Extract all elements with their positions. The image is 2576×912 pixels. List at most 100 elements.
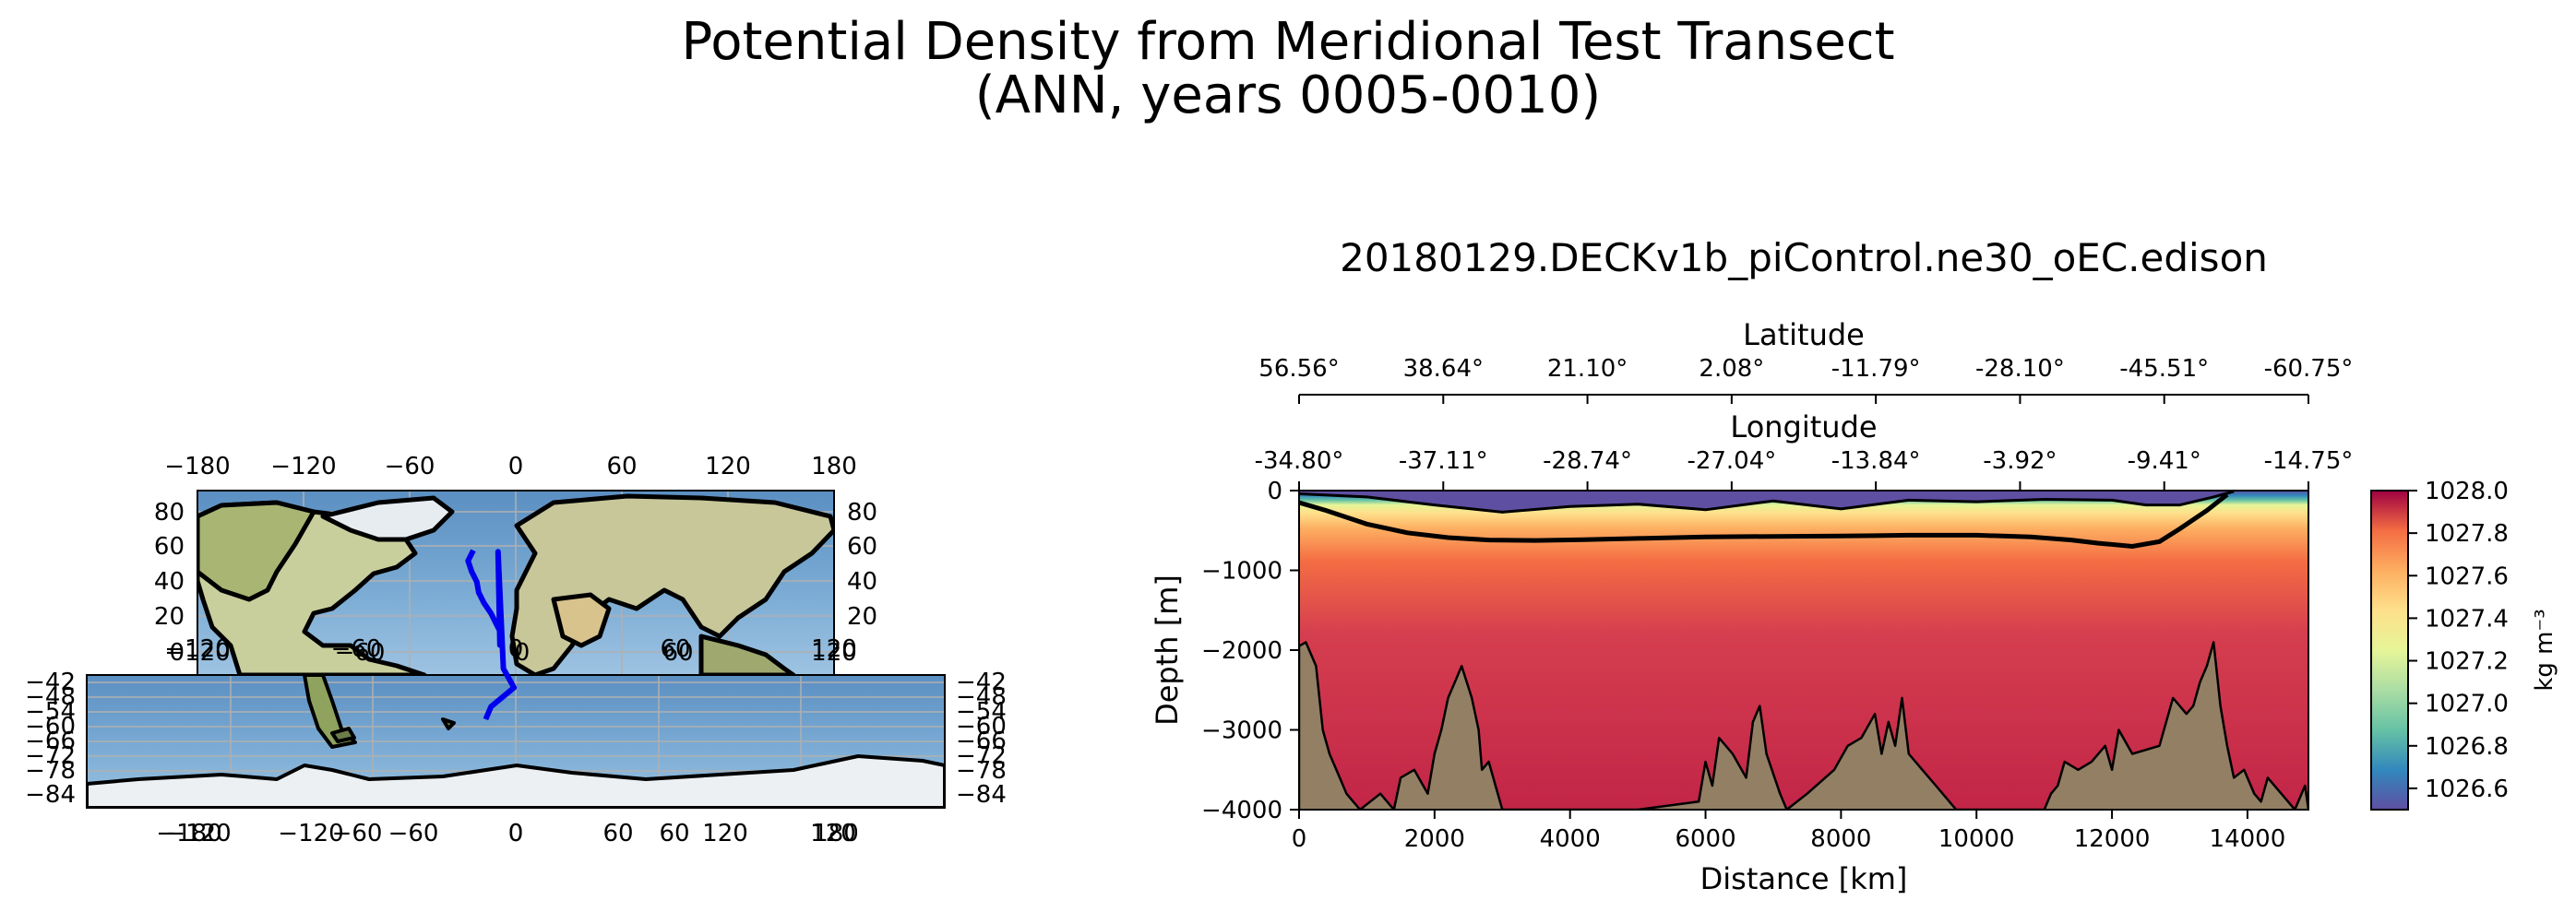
axis-tick-label: -9.41° [2128,447,2201,475]
colorbar-tick-label: 1026.8 [2425,733,2509,761]
upper-map-y-ticks-right: 80 60 40 20 [847,499,877,631]
tick-label: −78 [956,757,1007,785]
tick-label: −78 [25,757,76,785]
tick-label: −48 [25,683,76,711]
y-tick-label: −3000 [1201,717,1282,745]
latitude-axis-ticks: 56.56° 38.64° 21.10° 2.08° -11.79° -28.10° -45… [1258,355,2353,404]
tick-label: −60 [331,635,382,663]
tick-label: 0 [169,639,185,667]
tick-label: 120 [810,820,856,847]
colorbar-tick-label: 1027.0 [2425,691,2509,718]
tick-label: −42 [956,669,1007,696]
longitude-axis-label: Longitude [1730,409,1877,444]
upper-map-y-ticks-left: 80 60 40 20 0 [154,499,185,667]
axis-tick-label: -45.51° [2119,355,2209,383]
lower-map-y-ticks-left: −42 −48 −54 −60 −66 −72 −78 −84 [25,669,76,809]
x-tick-label: 14000 [2210,825,2286,853]
lower-map: −42 −48 −54 −60 −66 −72 −78 −84 −42 −48 … [25,635,1007,847]
tick-label: 0 [515,639,531,667]
colorbar [2370,490,2409,811]
colorbar-tick-label: 1027.2 [2425,648,2509,676]
transect-path-layer [465,549,518,721]
colorbar-tick-label: 1027.8 [2425,520,2509,548]
upper-map-x-ticks-bottom: −120 −60 0 60 120 [164,639,857,667]
density-contour-upper [1299,491,2235,514]
tick-label: 120 [811,639,857,667]
colorbar-tick-label: 1027.6 [2425,563,2509,590]
tick-label: 120 [811,635,857,663]
tick-label: 60 [602,820,633,847]
tick-label: 120 [705,453,751,480]
x-tick-label: 12000 [2074,825,2151,853]
tick-label: −120 [165,820,231,847]
lower-map-land [87,675,945,808]
tick-label: 0 [508,820,524,847]
axis-tick-label: 56.56° [1258,355,1339,383]
tick-label: 0 [508,635,524,663]
distance-axis-ticks: 0 2000 4000 6000 8000 10000 12000 14000 [1292,810,2286,853]
figure-title-line2: (ANN, years 0005-0010) [974,65,1602,125]
tick-label: 40 [847,568,877,596]
y-tick-label: −2000 [1201,637,1282,665]
axis-tick-label: 2.08° [1699,355,1764,383]
lower-map-x-ticks-top: −120 −60 0 60 120 [164,635,857,663]
x-tick-label: 6000 [1675,825,1735,853]
tick-label: −54 [25,698,76,726]
axis-tick-label: 21.10° [1547,355,1628,383]
axis-tick-label: 38.64° [1403,355,1484,383]
upper-map: −180 −120 −60 0 60 120 180 80 60 40 20 0… [154,453,877,676]
x-tick-label: 2000 [1404,825,1465,853]
tick-label: 0 [508,820,524,847]
tick-label: 60 [662,639,693,667]
tick-label: −60 [388,820,439,847]
tick-label: 80 [154,499,185,527]
depth-axis-ticks: 0 −1000 −2000 −3000 −4000 [1201,478,1299,824]
colorbar-label: kg m⁻³ [2531,609,2558,691]
tick-label: −60 [956,713,1007,740]
tick-label: −120 [164,635,230,663]
tick-label: −120 [278,820,343,847]
lower-map-x-ticks-bottom: −180 −120 −60 0 60 120 180 −120 −60 0 60… [156,820,859,847]
tick-label: −60 [385,453,435,480]
tick-label: −54 [956,698,1007,726]
y-tick-label: −4000 [1201,797,1282,824]
colorbar-ticks: 1028.0 1027.8 1027.6 1027.4 1027.2 1027.0 1026… [2408,478,2509,803]
axis-tick-label: -28.10° [1975,355,2065,383]
transect-line [465,549,518,721]
tick-label: −120 [270,453,336,480]
axis-tick-label: -14.75° [2264,447,2354,475]
x-tick-label: 4000 [1540,825,1601,853]
y-tick-label: 0 [1267,478,1282,505]
tick-label: −180 [156,820,221,847]
density-contour-lower [1299,492,2229,550]
tick-label: −48 [956,683,1007,711]
tick-label: 40 [154,568,185,596]
transect-title: 20180129.DECKv1b_piControl.ne30_oEC.edis… [1340,235,2268,280]
tick-label: −42 [25,669,76,696]
longitude-axis-ticks: -34.80° -37.11° -28.74° -27.04° -13.84° -3.92… [1255,447,2354,491]
axis-tick-label: -11.79° [1831,355,1921,383]
upper-map-land [197,493,834,675]
x-tick-label: 8000 [1810,825,1871,853]
tick-label: −72 [956,742,1007,770]
bathymetry [1299,641,2308,810]
tick-label: −60 [335,639,386,667]
tick-label: 60 [154,533,185,561]
figure-title-line1: Potential Density from Meridional Test T… [681,12,1895,72]
lower-map-y-ticks-right: −42 −48 −54 −60 −66 −72 −78 −84 [956,669,1007,809]
tick-label: 60 [606,453,637,480]
tick-label: 0 [508,453,524,480]
axis-tick-label: -3.92° [1983,447,2057,475]
tick-label: −66 [956,728,1007,755]
tick-label: −84 [956,781,1007,809]
axis-tick-label: -28.74° [1543,447,1632,475]
y-tick-label: −1000 [1201,558,1282,586]
axis-tick-label: -13.84° [1831,447,1921,475]
tick-label: −66 [25,728,76,755]
tick-label: 60 [659,820,689,847]
transect-plot-area [1299,491,2308,810]
y-axis-label: Depth [m] [1150,574,1185,726]
tick-label: −60 [332,820,383,847]
tick-label: 180 [811,453,857,480]
tick-label: 120 [702,820,748,847]
